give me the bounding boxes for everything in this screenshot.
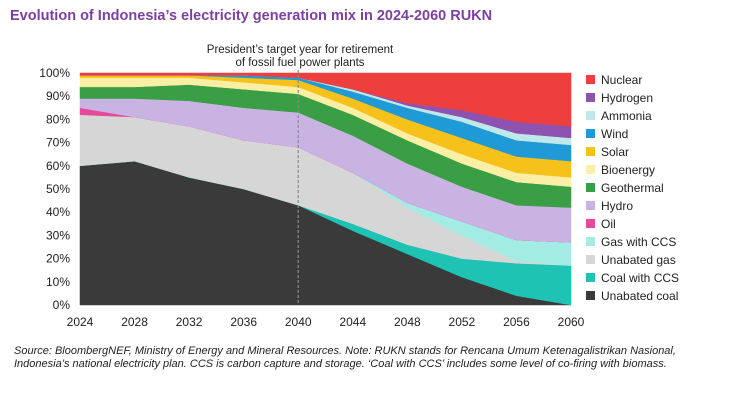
y-tick-label: 20% — [46, 252, 70, 266]
legend-label-bioenergy: Bioenergy — [601, 163, 655, 177]
legend-swatch-ammonia — [586, 111, 595, 120]
x-tick-label: 2048 — [394, 315, 421, 329]
legend-label-solar: Solar — [601, 145, 629, 159]
legend-swatch-solar — [586, 147, 595, 156]
y-tick-label: 50% — [46, 182, 70, 196]
x-tick-label: 2024 — [67, 315, 94, 329]
y-tick-label: 80% — [46, 112, 70, 126]
annotation-line-1: President’s target year for retirement — [206, 44, 394, 56]
legend-swatch-unabated-coal — [586, 291, 595, 300]
x-tick-label: 2036 — [230, 315, 257, 329]
x-tick-label: 2032 — [176, 315, 203, 329]
legend-swatch-nuclear — [586, 75, 595, 84]
y-axis: 0% 10% 20% 30% 40% 50% 60% 70% 80% 90% 100% — [39, 66, 70, 312]
legend-label-unabated-gas: Unabated gas — [601, 253, 676, 267]
area-nuclear — [79, 72, 572, 127]
legend-label-ammonia: Ammonia — [601, 109, 652, 123]
y-tick-label: 60% — [46, 159, 70, 173]
x-tick-label: 2040 — [285, 315, 312, 329]
legend-swatch-wind — [586, 129, 595, 138]
x-tick-label: 2028 — [121, 315, 148, 329]
legend-swatch-bioenergy — [586, 165, 595, 174]
legend-swatch-hydrogen — [586, 93, 595, 102]
source-note: Source: BloombergNEF, Ministry of Energy… — [14, 345, 676, 370]
y-tick-label: 90% — [46, 89, 70, 103]
y-tick-label: 30% — [46, 228, 70, 242]
x-axis: 2024 2028 2032 2036 2040 2044 2048 2052 2056 2060 — [67, 315, 585, 329]
legend: Nuclear Hydrogen Ammonia Wind Solar Bioenergy… — [586, 73, 679, 303]
annotation-line-2: of fossil fuel power plants — [235, 57, 365, 69]
legend-label-gas-with-ccs: Gas with CCS — [601, 235, 676, 249]
chart-title: Evolution of Indonesia’s electricity gen… — [10, 8, 493, 24]
x-tick-label: 2052 — [449, 315, 476, 329]
y-tick-label: 100% — [39, 66, 70, 80]
x-tick-label: 2060 — [558, 315, 585, 329]
legend-swatch-unabated-gas — [586, 255, 595, 264]
legend-swatch-oil — [586, 219, 595, 228]
legend-label-nuclear: Nuclear — [601, 73, 642, 87]
legend-swatch-geothermal — [586, 183, 595, 192]
retirement-annotation: President’s target year for retirement o… — [160, 44, 440, 70]
legend-swatch-hydro — [586, 201, 595, 210]
area-series — [79, 72, 572, 306]
x-tick-label: 2056 — [503, 315, 530, 329]
legend-label-hydro: Hydro — [601, 199, 633, 213]
y-tick-label: 40% — [46, 205, 70, 219]
y-tick-label: 10% — [46, 275, 70, 289]
y-tick-label: 70% — [46, 136, 70, 150]
generation-mix-chart: 0%10%20%30%40%50%60%70%80%90%100% 2024 20… — [39, 66, 679, 329]
legend-label-coal-with-ccs: Coal with CCS — [601, 271, 679, 285]
legend-swatch-coal-with-ccs — [586, 273, 595, 282]
x-tick-label: 2044 — [339, 315, 366, 329]
legend-swatch-gas-with-ccs — [586, 237, 595, 246]
y-tick-label: 0% — [53, 298, 71, 312]
legend-label-hydrogen: Hydrogen — [601, 91, 653, 105]
legend-label-unabated-coal: Unabated coal — [601, 289, 678, 303]
legend-label-oil: Oil — [601, 217, 616, 231]
legend-label-wind: Wind — [601, 127, 628, 141]
legend-label-geothermal: Geothermal — [601, 181, 664, 195]
